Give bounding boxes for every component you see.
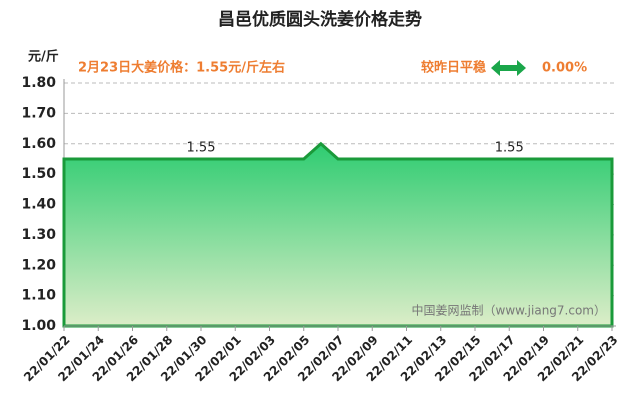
change-value: 0.00% [542,61,587,76]
y-tick-label: 1.20 [21,257,56,273]
y-tick-label: 1.40 [21,197,56,213]
change-text: 较昨日平稳 [421,60,486,76]
y-tick-label: 1.60 [21,136,56,152]
y-tick-label: 1.10 [21,288,56,304]
chart-title: 昌邑优质圆头洗姜价格走势 [218,9,422,30]
area [62,141,614,328]
flat-arrow-icon [491,60,526,76]
data-label: 1.55 [187,140,216,155]
data-label: 1.55 [495,140,524,155]
annotation: 2月23日大姜价格：1.55元/斤左右 [78,60,285,76]
y-tick-label: 1.30 [21,227,56,243]
watermark: 中国姜网监制（www.jiang7.com） [412,303,606,318]
y-tick-label: 1.80 [21,75,56,91]
y-unit: 元/斤 [28,49,59,65]
y-tick-label: 1.50 [21,166,56,182]
y-tick-label: 1.70 [21,105,56,121]
y-tick-label: 1.00 [21,318,56,334]
